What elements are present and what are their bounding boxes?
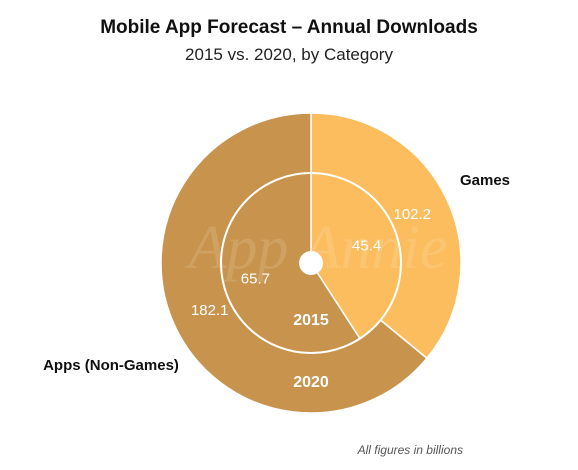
outer-value-label: 182.1 bbox=[191, 302, 229, 319]
footnote: All figures in billions bbox=[357, 443, 463, 457]
inner-value-label: 45.4 bbox=[352, 238, 381, 255]
center-hole bbox=[299, 251, 323, 275]
outer-value-label: 102.2 bbox=[393, 206, 431, 223]
category-label-games: Games bbox=[460, 172, 510, 189]
inner-ring-year-label: 2015 bbox=[293, 312, 329, 329]
inner-value-label: 65.7 bbox=[241, 270, 270, 287]
chart-title: Mobile App Forecast – Annual Downloads bbox=[100, 17, 478, 38]
inner-ring-outline bbox=[220, 172, 402, 354]
chart-subtitle: 2015 vs. 2020, by Category bbox=[185, 45, 393, 64]
category-label-apps: Apps (Non-Games) bbox=[43, 357, 179, 374]
outer-ring-year-label: 2020 bbox=[293, 374, 329, 391]
